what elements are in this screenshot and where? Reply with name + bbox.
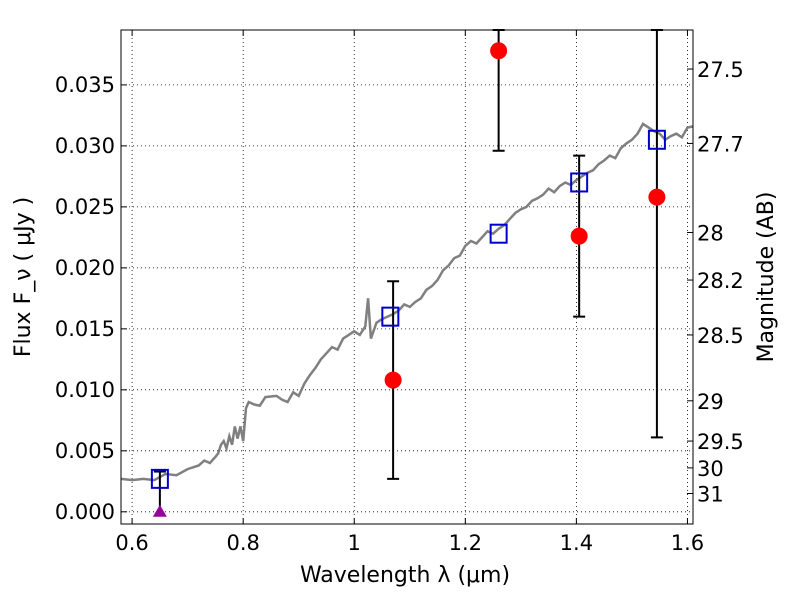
y2-tick-label: 28: [697, 221, 724, 245]
observed-point: [384, 371, 402, 389]
y2-tick-label: 27.7: [697, 132, 744, 156]
y-tick-label: 0.010: [55, 378, 115, 402]
y-tick-label: 0.000: [55, 500, 115, 524]
y-axis-ticks: 0.000 0.005 0.010 0.015 0.020 0.025 0.030 0.035: [55, 73, 127, 524]
y2-tick-label: 28.2: [697, 269, 744, 293]
y-tick-label: 0.015: [55, 317, 115, 341]
model-photometry-square: [381, 306, 400, 327]
observed-point: [648, 188, 666, 206]
x-tick-label: 1.4: [560, 531, 593, 555]
model-photometry-square: [647, 129, 666, 150]
grid-lines: [121, 30, 693, 524]
y2-axis-label: Magnitude (AB): [754, 192, 779, 363]
y2-tick-label: 31: [697, 483, 724, 507]
x-tick-label: 1.2: [449, 531, 482, 555]
observed-point: [490, 42, 508, 60]
x-tick-label: 0.6: [115, 531, 148, 555]
y-tick-label: 0.030: [55, 134, 115, 158]
model-photometry-square: [570, 172, 589, 193]
x-tick-label: 1: [348, 531, 361, 555]
model-spectrum: [120, 122, 694, 482]
observed-point: [570, 227, 588, 245]
data-markers: [150, 42, 666, 517]
y-axis-label: Flux F_ν ( μJy ): [11, 197, 36, 357]
y-tick-label: 0.035: [55, 73, 115, 97]
plot-frame: [120, 29, 694, 525]
x-tick-label: 1.6: [671, 531, 704, 555]
upper-limit-triangle: [152, 504, 167, 517]
x-axis-ticks: 0.6 0.8 1 1.2 1.4 1.6: [115, 30, 704, 555]
x-tick-label: 0.8: [226, 531, 259, 555]
y-tick-label: 0.025: [55, 195, 115, 219]
y-tick-label: 0.020: [55, 256, 115, 280]
y2-tick-label: 30: [697, 457, 724, 481]
x-axis-label: Wavelength λ (μm): [300, 563, 510, 588]
model-photometry-square: [150, 468, 169, 489]
model-photometry-square: [489, 223, 508, 244]
spectrum-line: [120, 122, 694, 482]
y-tick-label: 0.005: [55, 439, 115, 463]
y2-tick-label: 29: [697, 390, 724, 414]
y2-tick-label: 29.5: [697, 430, 744, 454]
y2-tick-label: 27.5: [697, 58, 744, 82]
y2-tick-label: 28.5: [697, 324, 744, 348]
